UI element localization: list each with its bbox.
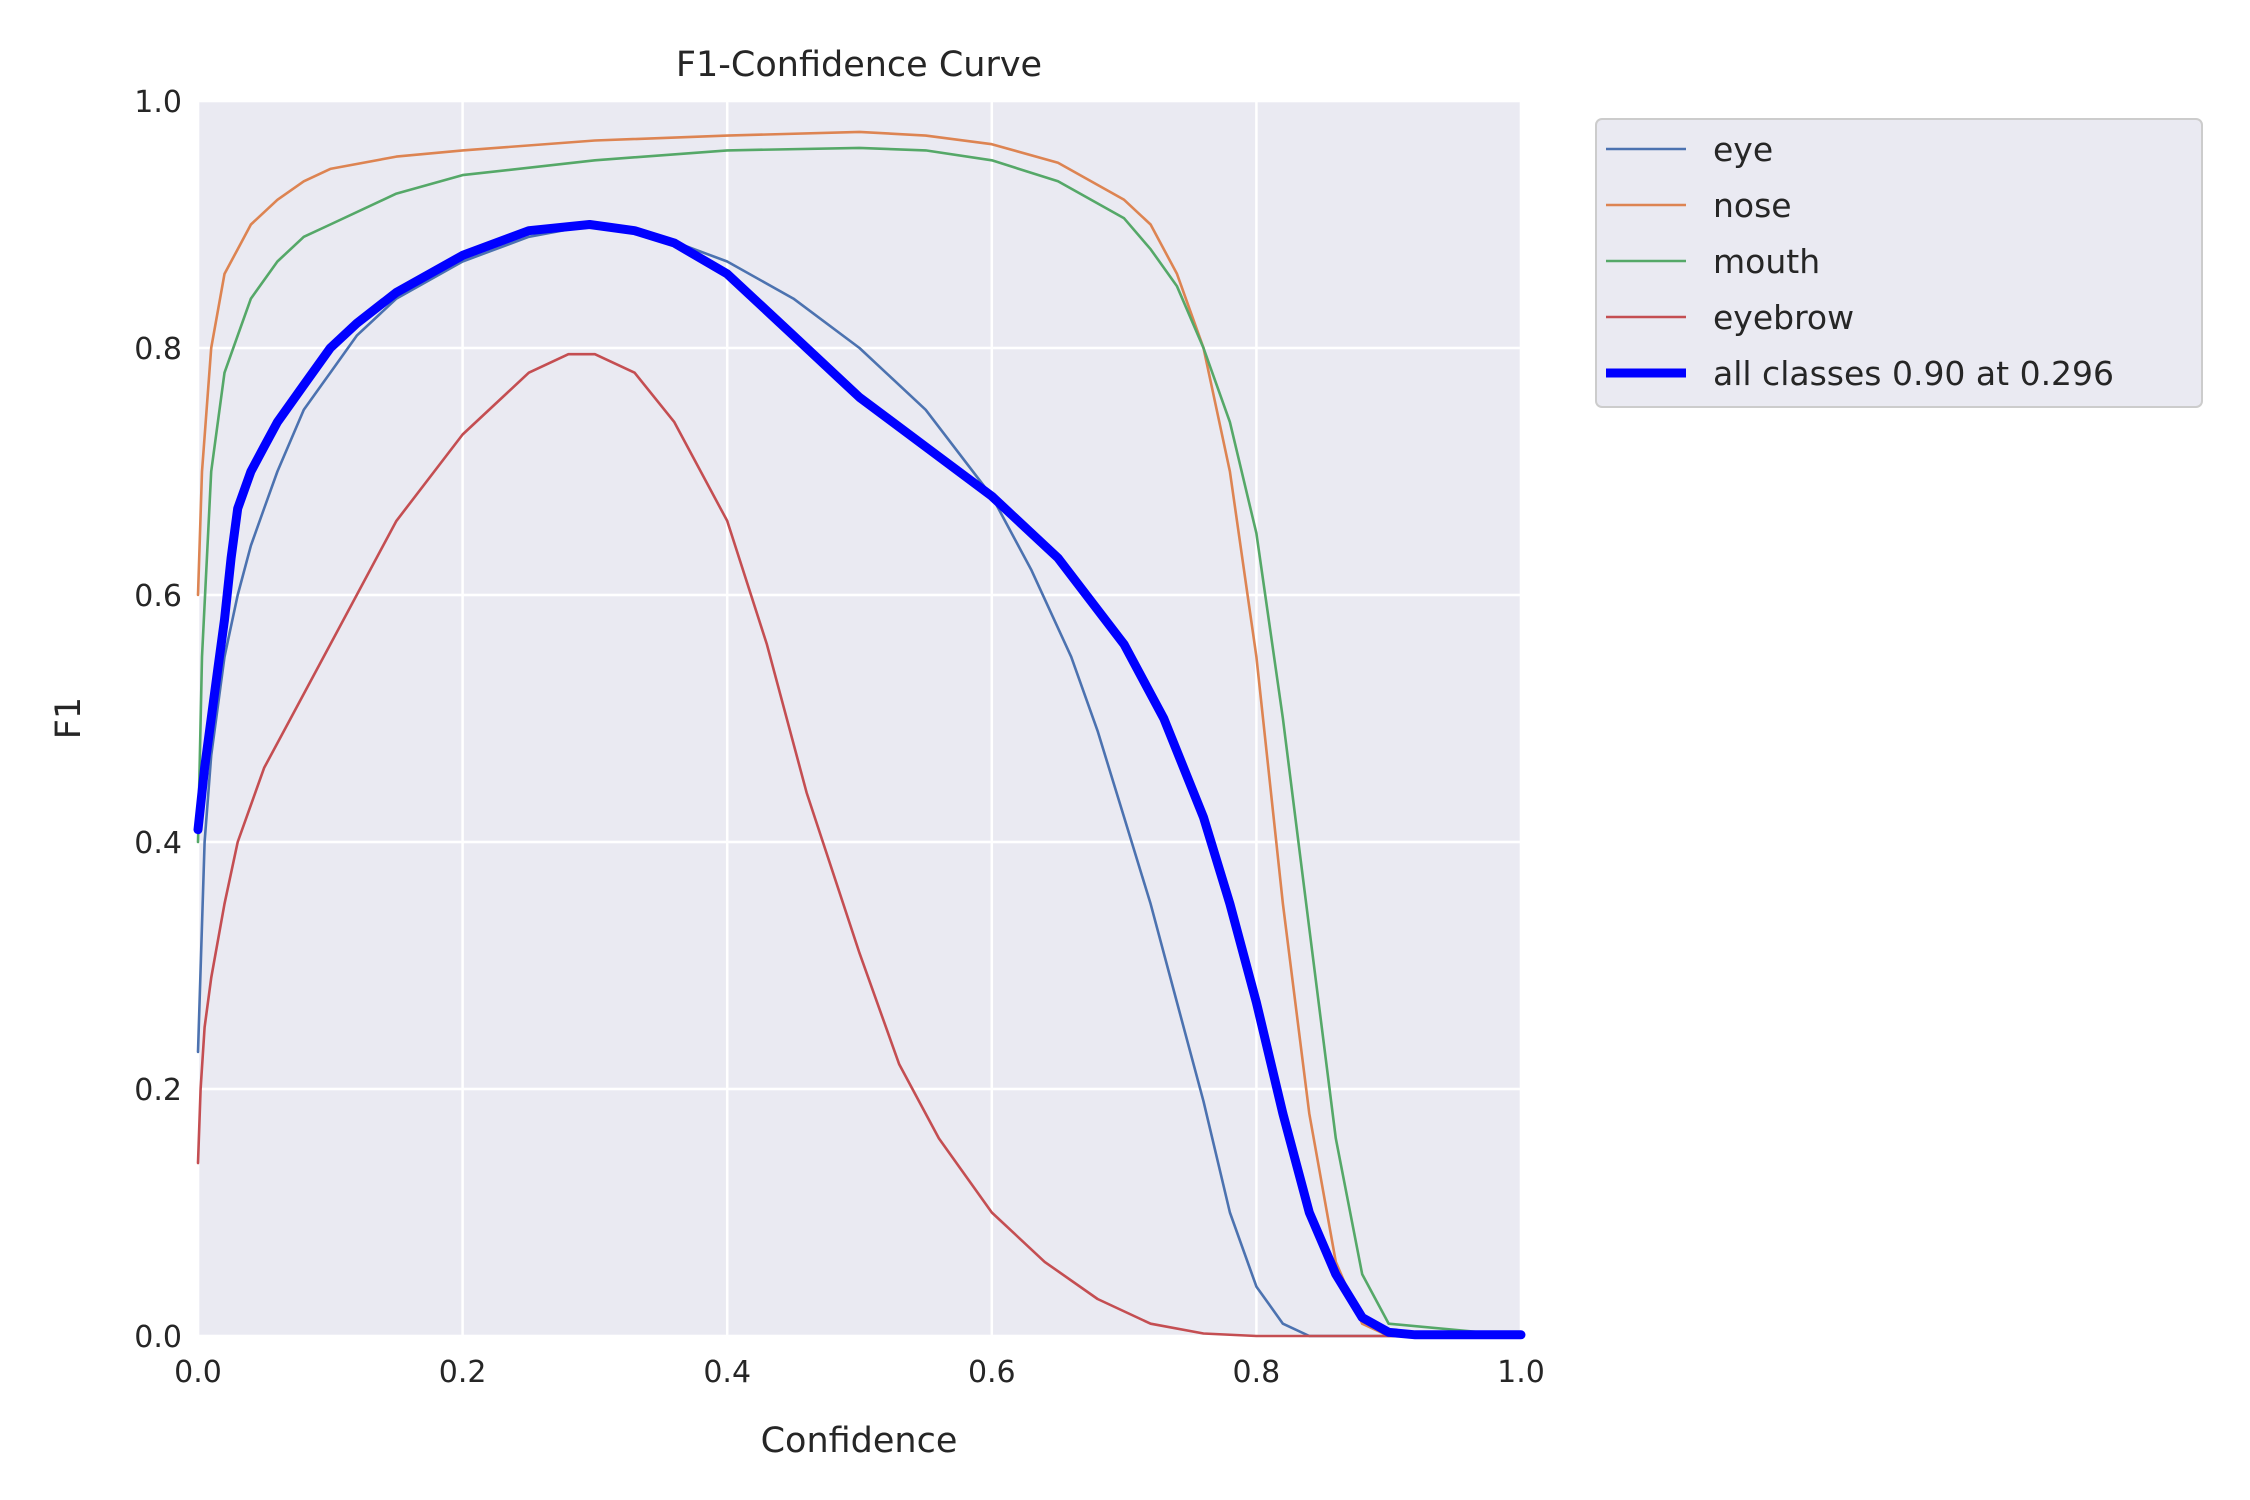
x-tick-labels: 0.0 0.2 0.4 0.6 0.8 1.0 [174, 1355, 1545, 1390]
y-tick-label: 0.2 [134, 1073, 182, 1108]
x-tick-label: 1.0 [1497, 1355, 1545, 1390]
series-line-3 [196, 352, 1523, 1338]
legend-label-2: mouth [1713, 242, 1820, 281]
y-tick-label: 0.6 [134, 579, 182, 614]
y-tick-label: 1.0 [134, 85, 182, 120]
plot-background [198, 101, 1521, 1336]
legend-label-1: nose [1713, 186, 1792, 225]
legend: eye nose mouth eyebrow all classes 0.90 at 0… [1595, 118, 2203, 408]
series-line-4 [193, 220, 1526, 1340]
chart-title: F1-Confidence Curve [676, 45, 1042, 85]
series-line-2 [196, 146, 1523, 1338]
series-line-0 [196, 223, 1523, 1338]
x-tick-label: 0.2 [439, 1355, 487, 1390]
x-tick-label: 0.6 [968, 1355, 1016, 1390]
series-lines [193, 130, 1526, 1340]
grid [196, 99, 1523, 1338]
y-tick-label: 0.4 [134, 826, 182, 861]
y-tick-labels: 0.0 0.2 0.4 0.6 0.8 1.0 [134, 85, 182, 1355]
legend-label-4: all classes 0.90 at 0.296 [1713, 354, 2114, 393]
x-tick-label: 0.0 [174, 1355, 222, 1390]
x-axis-label: Confidence [761, 1421, 958, 1461]
y-axis-label: F1 [49, 697, 89, 739]
x-tick-label: 0.8 [1233, 1355, 1281, 1390]
x-tick-label: 0.4 [703, 1355, 751, 1390]
legend-label-3: eyebrow [1713, 298, 1854, 337]
legend-label-0: eye [1713, 130, 1773, 169]
series-line-1 [196, 130, 1523, 1338]
y-tick-label: 0.0 [134, 1320, 182, 1355]
y-tick-label: 0.8 [134, 332, 182, 367]
legend-box [1595, 118, 2203, 408]
